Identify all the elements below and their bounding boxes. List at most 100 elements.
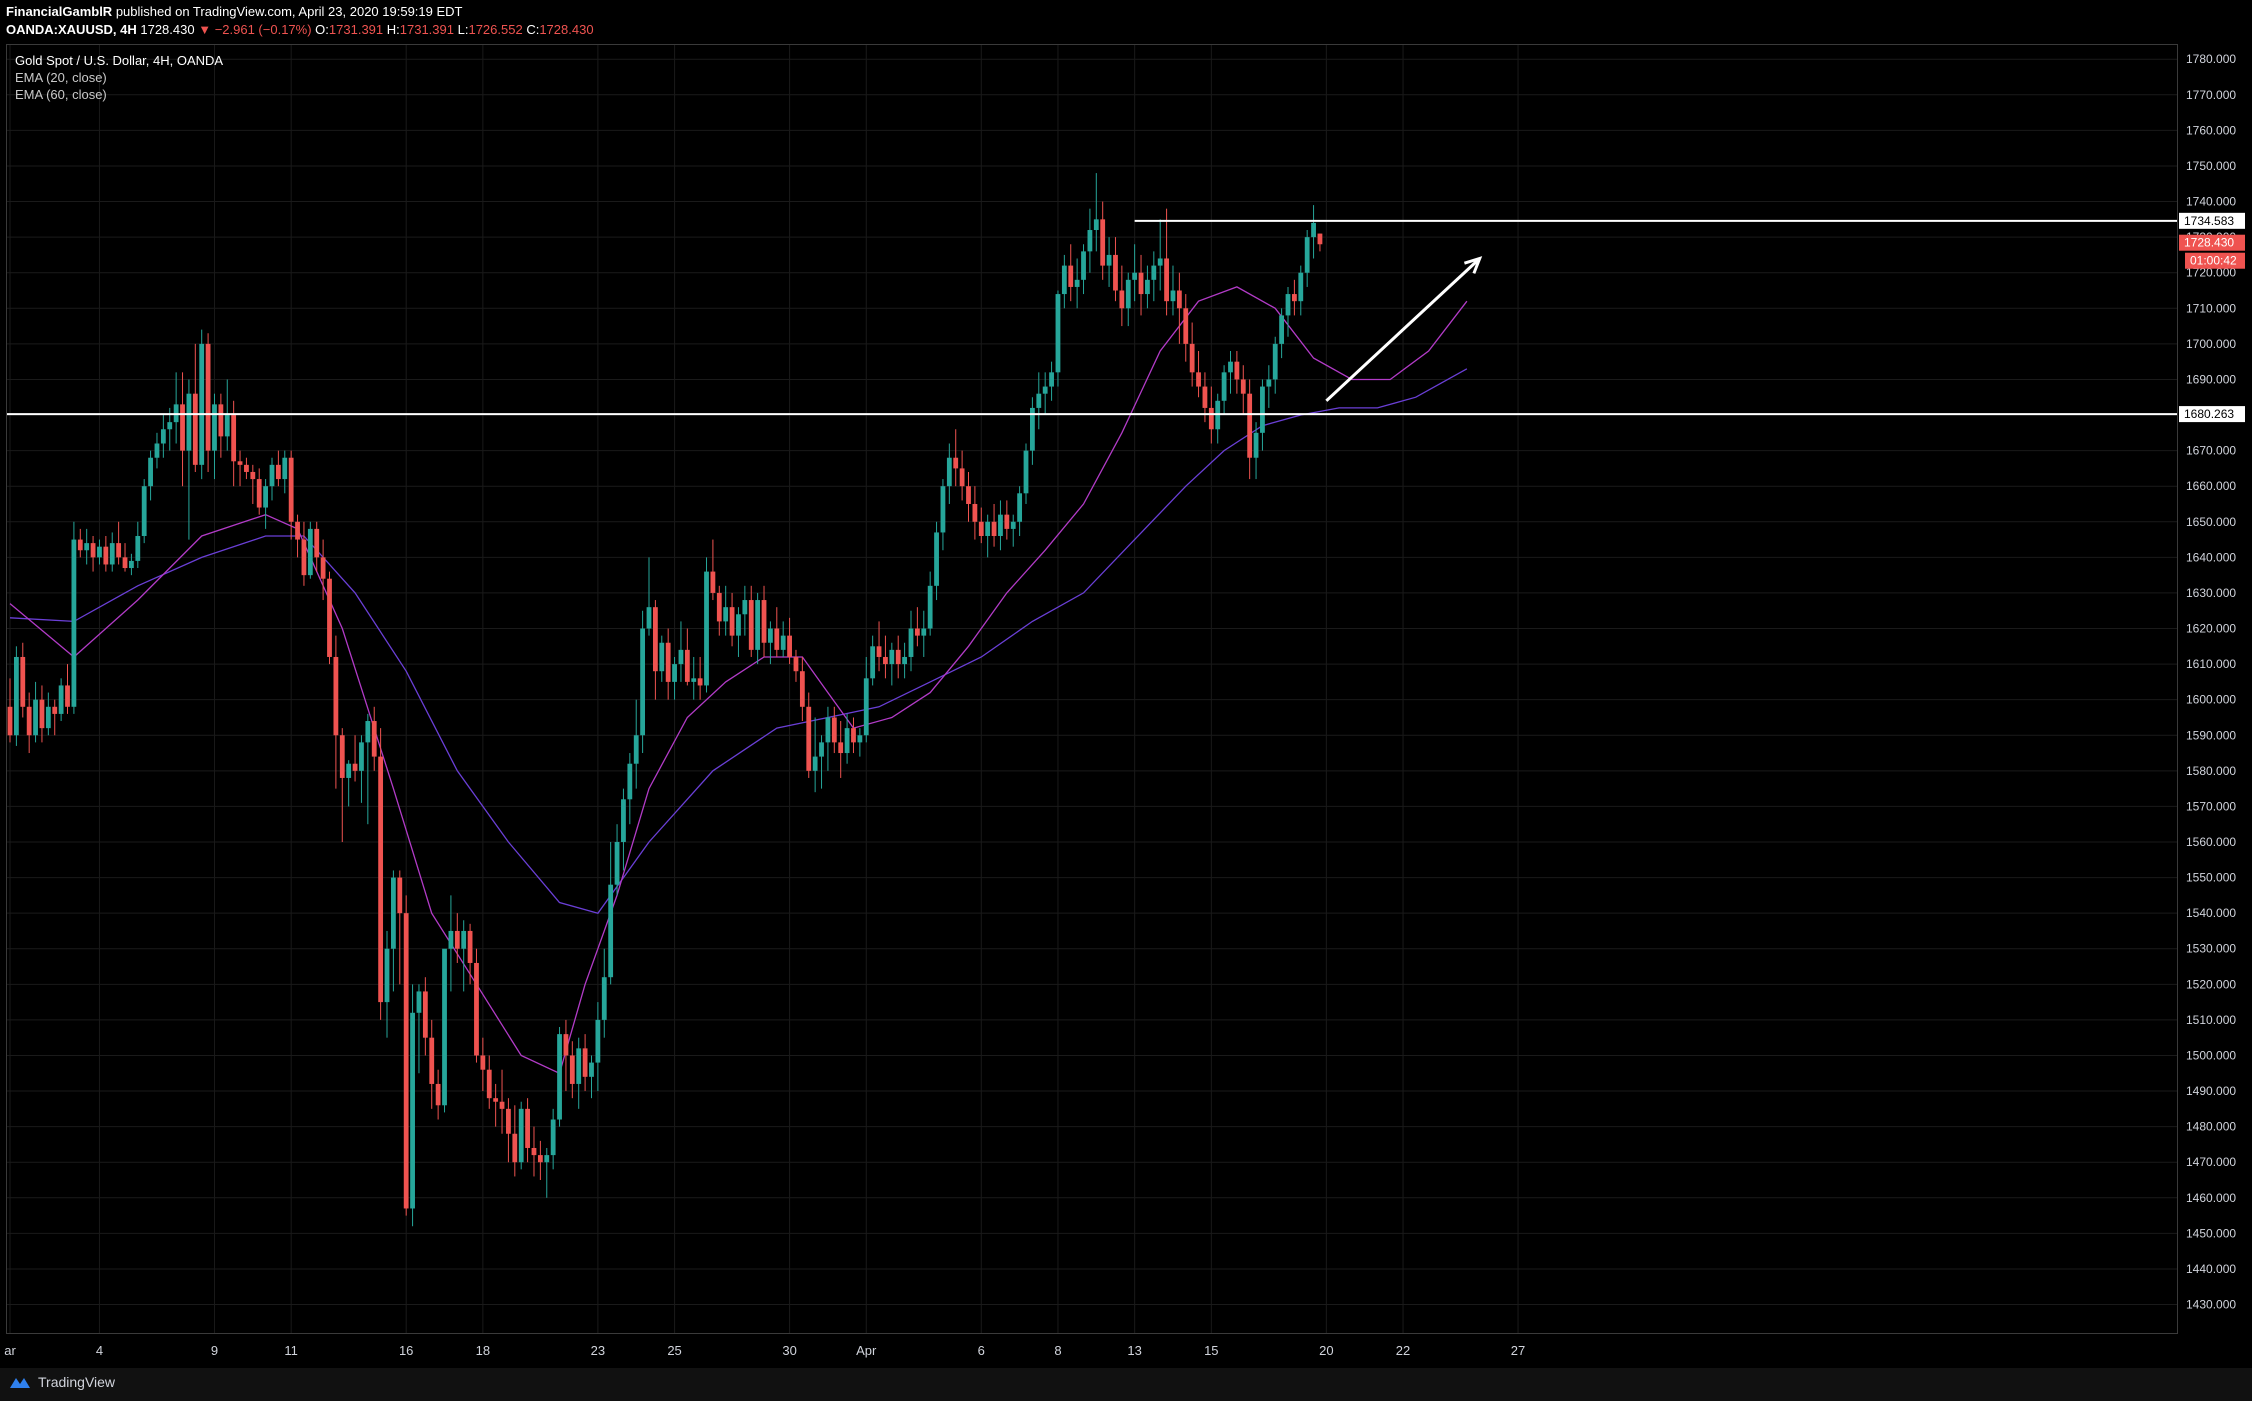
candle-body [748,600,754,650]
candle-body [327,578,332,657]
candle [691,656,697,700]
candle-body [838,742,844,754]
price-tick-label: 1710.000 [2186,301,2236,315]
candle-body [1138,272,1144,295]
candle [1291,279,1297,316]
candle [282,450,288,494]
candle-body [1157,258,1163,266]
candle-body [819,742,824,757]
candle [1119,265,1125,327]
candle-body [282,457,288,480]
candle-body [844,728,850,754]
candle-body [359,742,364,771]
candle [1266,365,1272,408]
candle [7,678,13,743]
candle-body [525,1108,530,1148]
candle-body [761,600,767,643]
candle [435,1069,441,1120]
candle-body [339,735,345,778]
ohlc-line: OANDA:XAUUSD, 4H 1728.430 ▼ −2.961 (−0.1… [6,22,594,37]
candle [1228,350,1233,394]
candle-body [422,991,428,1038]
price-tick-label: 1670.000 [2186,444,2236,458]
candle [480,1037,486,1092]
candle [1247,379,1253,480]
candle-body [320,557,326,579]
candle-body [365,721,371,743]
price-tick-label: 1660.000 [2186,479,2236,493]
candle [1106,237,1112,287]
chart-pane[interactable] [6,44,2178,1334]
candle [736,607,741,657]
candle [678,621,684,682]
candle-body [256,479,262,508]
tradingview-logo[interactable]: TradingView [8,1374,115,1390]
candle [518,1101,524,1170]
close-value: 1728.430 [539,22,594,37]
candle-body [435,1083,441,1106]
candle [33,681,38,743]
time-tick-label: 8 [1054,1343,1061,1358]
close-label: C: [526,22,540,37]
candle-body [851,728,856,743]
candle [978,507,984,544]
candle-body [640,628,646,736]
time-tick-label: 22 [1396,1343,1410,1358]
candle [1042,372,1048,416]
legend-ema20[interactable]: EMA (20, close) [15,70,107,85]
candle [921,610,927,657]
candle [998,500,1003,551]
candle-body [908,628,914,657]
candle-body [531,1147,537,1156]
candle-body [333,656,339,736]
candle-body [621,799,626,842]
candle [614,824,620,896]
candle [531,1126,537,1177]
candle [525,1098,530,1163]
candle [761,585,767,657]
candle [640,610,646,754]
legend-title[interactable]: Gold Spot / U.S. Dollar, 4H, OANDA [15,53,224,68]
candle-body [608,884,614,978]
candle-body [1176,290,1182,309]
candle-body [103,546,109,565]
candle-body [825,717,831,743]
candle-body [141,486,147,537]
candle [58,678,64,722]
price-tick-label: 1430.000 [2186,1298,2236,1312]
candle-body [1202,386,1208,408]
candlestick-chart[interactable]: 1780.000 1770.000 1760.000 1750.000 1740.000… [0,0,2252,1368]
candle-body [45,706,51,729]
candle-body [167,422,173,430]
candle-body [876,646,882,657]
candle-body [704,571,709,686]
time-tick-label: 30 [782,1343,796,1358]
time-axis: ar 4 9 11 16 18 23 25 30 Apr 6 8 13 15 20 22 27 [4,1343,1525,1358]
candle-body [1068,265,1074,287]
legend-ema60[interactable]: EMA (60, close) [15,87,107,102]
candle-body [1183,308,1189,344]
candle [569,1041,575,1099]
candle [1285,286,1291,337]
candle [953,429,959,487]
candle-body [480,1055,486,1070]
candle-body [544,1155,550,1163]
candle-body [652,607,658,672]
candle-body [1132,272,1138,280]
candle-body [537,1155,543,1163]
price-tick-label: 1770.000 [2186,88,2236,102]
author-name[interactable]: FinancialGamblR [6,4,113,19]
candle-body [1113,254,1118,291]
level-price-label: 1680.263 [2184,407,2234,421]
candle-body [1291,294,1297,302]
candle [371,706,377,771]
candle [269,457,275,501]
candle [307,521,313,579]
trend-arrow-line [1325,257,1481,402]
time-tick-label: 9 [211,1343,218,1358]
price-tick-label: 1550.000 [2186,871,2236,885]
candle-body [1042,386,1048,394]
price-tick-label: 1450.000 [2186,1226,2236,1240]
candle [812,717,818,793]
candle [288,450,294,540]
